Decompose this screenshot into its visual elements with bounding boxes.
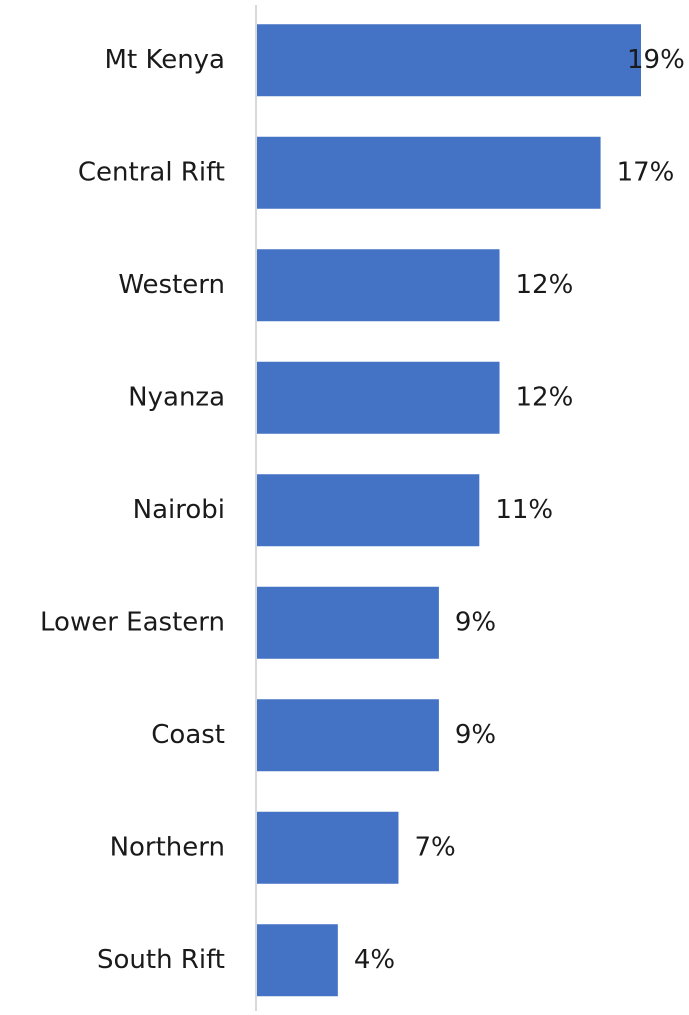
value-label: 12%	[516, 270, 574, 300]
bar	[257, 811, 399, 884]
bar	[257, 474, 480, 547]
category-label: Northern	[110, 832, 225, 862]
value-label: 12%	[516, 382, 574, 412]
value-label: 9%	[455, 607, 496, 637]
value-label: 7%	[414, 832, 455, 862]
value-label: 17%	[617, 157, 675, 187]
category-label: Mt Kenya	[105, 45, 225, 75]
category-label: Western	[118, 270, 225, 300]
bar	[257, 699, 439, 772]
bar	[257, 924, 338, 997]
category-label: Central Rift	[78, 157, 225, 187]
bar	[257, 136, 601, 209]
value-label: 19%	[627, 45, 685, 75]
value-label: 11%	[495, 495, 553, 525]
value-label: 9%	[455, 720, 496, 750]
category-label: Nairobi	[133, 495, 225, 525]
category-label: Nyanza	[128, 382, 225, 412]
category-label: Coast	[151, 720, 225, 750]
category-label: South Rift	[97, 945, 225, 975]
bar	[257, 249, 500, 322]
value-label: 4%	[354, 945, 395, 975]
bar	[257, 586, 439, 659]
category-label: Lower Eastern	[40, 607, 225, 637]
bar	[257, 361, 500, 434]
bar	[257, 24, 641, 97]
